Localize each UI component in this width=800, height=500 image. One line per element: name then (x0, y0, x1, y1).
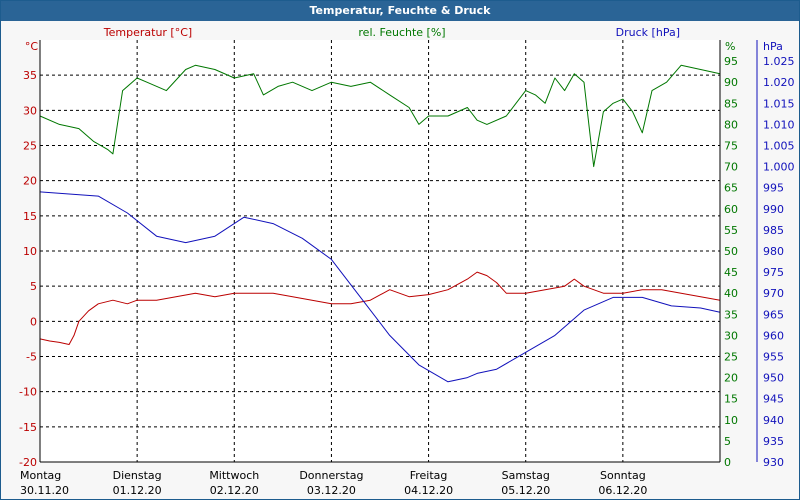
pressure-tick-label: 995 (763, 182, 784, 195)
temperature-tick-label: -15 (19, 421, 37, 434)
pressure-tick-label: 935 (763, 435, 784, 448)
humidity-axis-label: rel. Feuchte [%] (358, 26, 445, 39)
humidity-tick-label: 40 (724, 287, 738, 300)
temperature-tick-label: 35 (23, 69, 37, 82)
pressure-tick-label: 965 (763, 308, 784, 321)
x-tick-day: Sonntag (600, 469, 646, 482)
pressure-tick-label: 950 (763, 372, 784, 385)
chart-title: Temperatur, Feuchte & Druck (1, 1, 799, 21)
x-tick-day: Samstag (502, 469, 550, 482)
x-tick-date: 05.12.20 (501, 484, 550, 497)
pressure-tick-label: 1.005 (763, 140, 795, 153)
temperature-tick-label: 25 (23, 140, 37, 153)
pressure-tick-label: 1.010 (763, 118, 795, 131)
temperature-ticks: -20 -15 -10 -5 0 5 10 15 20 25 30 35 (19, 69, 37, 469)
humidity-tick-label: 95 (724, 55, 738, 68)
pressure-tick-label: 980 (763, 245, 784, 258)
temperature-tick-label: 15 (23, 210, 37, 223)
temperature-tick-label: 20 (23, 175, 37, 188)
humidity-tick-label: 35 (724, 308, 738, 321)
humidity-tick-label: 45 (724, 266, 738, 279)
x-tick-day: Dienstag (113, 469, 162, 482)
pressure-tick-label: 1.015 (763, 97, 795, 110)
x-tick-date: 01.12.20 (113, 484, 162, 497)
x-tick-date: 02.12.20 (210, 484, 259, 497)
humidity-ticks: 0 5 10 15 20 25 30 35 40 45 50 55 60 65 70 75 80 85 90 95 (724, 55, 738, 469)
x-tick-date: 06.12.20 (598, 484, 647, 497)
x-tick-date: 30.11.20 (20, 484, 69, 497)
x-tick-day: Mittwoch (209, 469, 259, 482)
pressure-tick-label: 940 (763, 414, 784, 427)
series-line-pressure (39, 191, 721, 383)
pressure-tick-label: 930 (763, 456, 784, 469)
temperature-tick-label: -10 (19, 386, 37, 399)
x-tick-date: 03.12.20 (307, 484, 356, 497)
humidity-tick-label: 5 (724, 435, 731, 448)
humidity-unit: % (725, 40, 735, 53)
temperature-unit: °C (25, 40, 39, 53)
temperature-tick-label: 5 (30, 280, 37, 293)
humidity-tick-label: 65 (724, 182, 738, 195)
humidity-tick-label: 90 (724, 76, 738, 89)
pressure-tick-label: 1.025 (763, 55, 795, 68)
series-line-temperature (39, 271, 721, 345)
series-group (39, 64, 721, 383)
pressure-axis-label: Druck [hPa] (616, 26, 680, 39)
x-tick-day: Montag (20, 469, 61, 482)
humidity-tick-label: 10 (724, 414, 738, 427)
temperature-tick-label: 0 (30, 315, 37, 328)
pressure-ticks: 930 935 940 945 950 955 960 965 970 975 980 985 990 9… (763, 55, 795, 469)
humidity-tick-label: 70 (724, 161, 738, 174)
pressure-tick-label: 990 (763, 203, 784, 216)
humidity-tick-label: 25 (724, 351, 738, 364)
humidity-tick-label: 80 (724, 118, 738, 131)
x-tick-day: Freitag (410, 469, 448, 482)
x-ticks: Montag 30.11.20 Dienstag 01.12.20 Mittwoch 02… (20, 469, 647, 497)
temperature-tick-label: -20 (19, 456, 37, 469)
pressure-tick-label: 1.020 (763, 76, 795, 89)
pressure-tick-label: 970 (763, 287, 784, 300)
humidity-tick-label: 0 (724, 456, 731, 469)
temperature-tick-label: -5 (26, 351, 37, 364)
temperature-tick-label: 30 (23, 104, 37, 117)
humidity-tick-label: 15 (724, 393, 738, 406)
pressure-unit: hPa (763, 40, 783, 53)
pressure-tick-label: 955 (763, 351, 784, 364)
grid (40, 40, 720, 462)
pressure-tick-label: 945 (763, 393, 784, 406)
pressure-tick-label: 1.000 (763, 161, 795, 174)
humidity-tick-label: 85 (724, 97, 738, 110)
pressure-tick-label: 975 (763, 266, 784, 279)
pressure-tick-label: 960 (763, 329, 784, 342)
pressure-tick-label: 985 (763, 224, 784, 237)
temperature-axis-label: Temperatur [°C] (103, 26, 192, 39)
humidity-tick-label: 60 (724, 203, 738, 216)
series-line-humidity (39, 64, 721, 168)
x-tick-day: Donnerstag (299, 469, 363, 482)
humidity-tick-label: 20 (724, 372, 738, 385)
humidity-tick-label: 30 (724, 329, 738, 342)
humidity-tick-label: 55 (724, 224, 738, 237)
x-tick-date: 04.12.20 (404, 484, 453, 497)
humidity-tick-label: 50 (724, 245, 738, 258)
humidity-tick-label: 75 (724, 140, 738, 153)
temperature-tick-label: 10 (23, 245, 37, 258)
